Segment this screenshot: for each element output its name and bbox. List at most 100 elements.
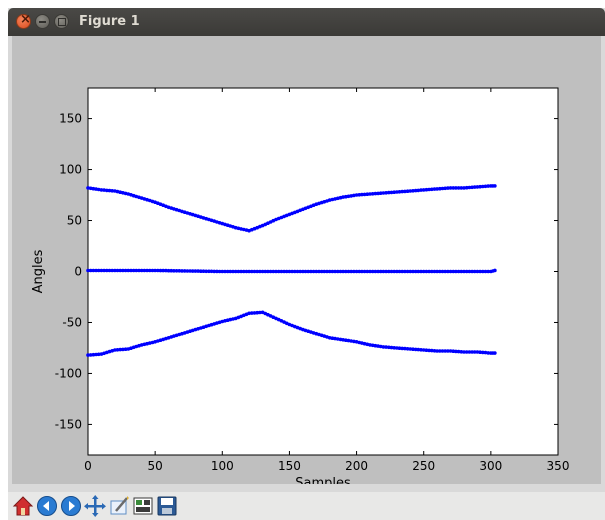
series-point	[413, 347, 418, 352]
series-point	[134, 194, 139, 199]
series-point	[362, 192, 367, 197]
series-point	[139, 268, 144, 273]
series-point	[306, 205, 311, 210]
series-point	[199, 269, 203, 273]
series-point	[362, 341, 367, 346]
series-point	[446, 269, 450, 274]
series-point	[201, 269, 206, 273]
series-point	[333, 269, 337, 274]
series-point	[486, 184, 491, 188]
series-point	[440, 349, 445, 353]
minimize-icon[interactable]	[35, 14, 50, 29]
series-point	[341, 269, 345, 274]
series-point	[91, 268, 96, 273]
series-point	[349, 194, 354, 198]
series-point	[290, 323, 294, 328]
series-point	[336, 269, 340, 274]
back-arrow-icon[interactable]	[36, 495, 58, 517]
series-point	[400, 189, 405, 194]
series-point	[368, 192, 372, 196]
series-point	[177, 269, 182, 273]
series-point	[368, 269, 372, 274]
series-point	[204, 216, 208, 221]
series-point	[126, 268, 131, 273]
title-bar[interactable]: Figure 1	[8, 8, 605, 36]
series-point	[123, 347, 128, 352]
series-point	[145, 341, 149, 346]
x-tick-label: 100	[211, 459, 234, 473]
series-point	[279, 319, 284, 323]
series-point	[400, 346, 405, 351]
save-icon[interactable]	[156, 495, 178, 517]
series-point	[287, 322, 292, 327]
series-point	[303, 206, 308, 211]
series-point	[448, 269, 453, 274]
series-point	[493, 184, 497, 188]
series-point	[185, 269, 190, 273]
series-point	[129, 268, 133, 273]
series-point	[470, 269, 474, 274]
zoom-to-rect-icon[interactable]	[108, 495, 130, 517]
series-point	[242, 313, 246, 318]
series-point	[451, 269, 456, 274]
series-point	[370, 192, 375, 196]
series-point	[486, 269, 491, 274]
series-point	[346, 269, 351, 274]
series-point	[314, 269, 319, 274]
series-point	[411, 347, 415, 352]
series-point	[252, 311, 257, 315]
series-point	[459, 269, 464, 274]
series-point	[255, 225, 259, 230]
series-point	[395, 346, 399, 350]
series-point	[330, 269, 335, 274]
series-point	[389, 345, 394, 350]
series-point	[336, 337, 340, 341]
series-point	[107, 188, 112, 193]
series-point	[250, 227, 254, 232]
series-point	[193, 269, 198, 273]
series-point	[472, 185, 477, 189]
series-point	[344, 338, 348, 343]
series-point	[400, 269, 405, 274]
x-axis-label: Samples	[295, 476, 351, 484]
series-point	[193, 327, 198, 332]
series-point	[231, 225, 235, 229]
series-point	[134, 268, 139, 273]
series-point	[451, 186, 456, 190]
home-icon[interactable]	[12, 495, 34, 517]
forward-arrow-icon[interactable]	[60, 495, 82, 517]
series-point	[185, 211, 190, 215]
series-point	[290, 269, 294, 274]
close-icon[interactable]	[16, 12, 31, 29]
series-point	[129, 346, 133, 351]
series-point	[322, 269, 327, 274]
configure-subplots-icon[interactable]	[132, 495, 154, 517]
x-tick-label: 200	[345, 459, 368, 473]
series-point	[204, 269, 208, 274]
series-point	[282, 269, 286, 274]
series-point	[148, 341, 152, 345]
series-point	[239, 269, 243, 274]
series-point	[156, 339, 160, 343]
series-point	[86, 268, 90, 273]
series-point	[314, 202, 319, 206]
series-point	[478, 184, 482, 189]
series-point	[413, 188, 418, 193]
series-point	[405, 347, 410, 351]
pan-icon[interactable]	[84, 495, 106, 517]
series-point	[153, 268, 157, 273]
series-point	[478, 269, 482, 274]
series-point	[266, 269, 270, 274]
series-point	[142, 342, 147, 347]
series-point	[166, 205, 171, 210]
series-point	[421, 269, 426, 274]
series-point	[456, 269, 461, 274]
series-point	[413, 269, 418, 274]
series-point	[115, 348, 120, 352]
series-point	[387, 190, 391, 195]
maximize-icon[interactable]	[54, 14, 69, 29]
series-point	[448, 349, 453, 353]
series-point	[180, 269, 184, 273]
series-point	[365, 269, 370, 274]
figure-canvas[interactable]: 0 50 100 150 200 250 300 350 -150 -100 -50 0 50 100 15…	[12, 36, 601, 491]
